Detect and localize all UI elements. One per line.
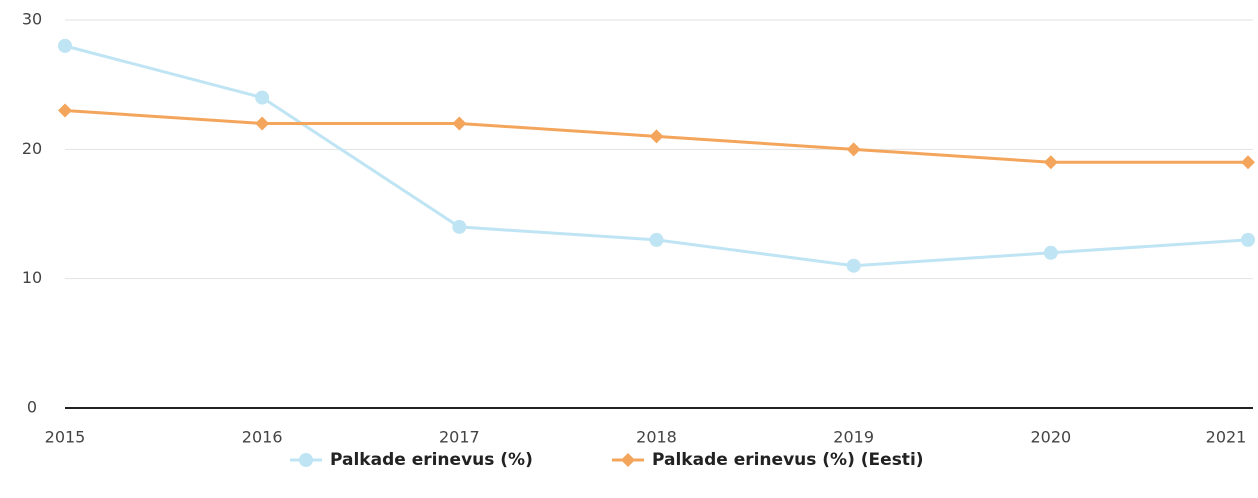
x-tick-label: 2021 — [1206, 428, 1247, 447]
marker — [846, 258, 861, 273]
x-tick-label: 2016 — [242, 428, 283, 447]
series-line — [64, 44, 1249, 268]
marker — [1043, 155, 1058, 170]
marker — [846, 142, 861, 157]
marker — [649, 232, 664, 247]
marker — [1043, 245, 1058, 260]
marker — [255, 90, 270, 105]
x-tick-label: 2017 — [439, 428, 480, 447]
marker — [649, 129, 664, 144]
y-tick-label: 20 — [22, 139, 42, 158]
legend-marker — [621, 453, 635, 467]
x-tick-label: 2018 — [636, 428, 677, 447]
y-tick-label: 30 — [22, 10, 42, 29]
y-tick-label: 0 — [27, 398, 37, 417]
legend-marker — [299, 453, 313, 467]
legend-label: Palkade erinevus (%) (Eesti) — [652, 450, 924, 470]
marker — [1241, 155, 1255, 170]
x-tick-label: 2020 — [1030, 428, 1071, 447]
marker — [58, 103, 72, 118]
marker — [1241, 232, 1255, 247]
y-tick-label: 10 — [22, 268, 42, 287]
marker — [58, 38, 72, 53]
x-tick-label: 2015 — [45, 428, 86, 447]
legend-label: Palkade erinevus (%) — [330, 450, 533, 470]
x-tick-label: 2019 — [833, 428, 874, 447]
marker — [452, 219, 467, 234]
marker — [255, 116, 270, 131]
marker — [452, 116, 467, 131]
